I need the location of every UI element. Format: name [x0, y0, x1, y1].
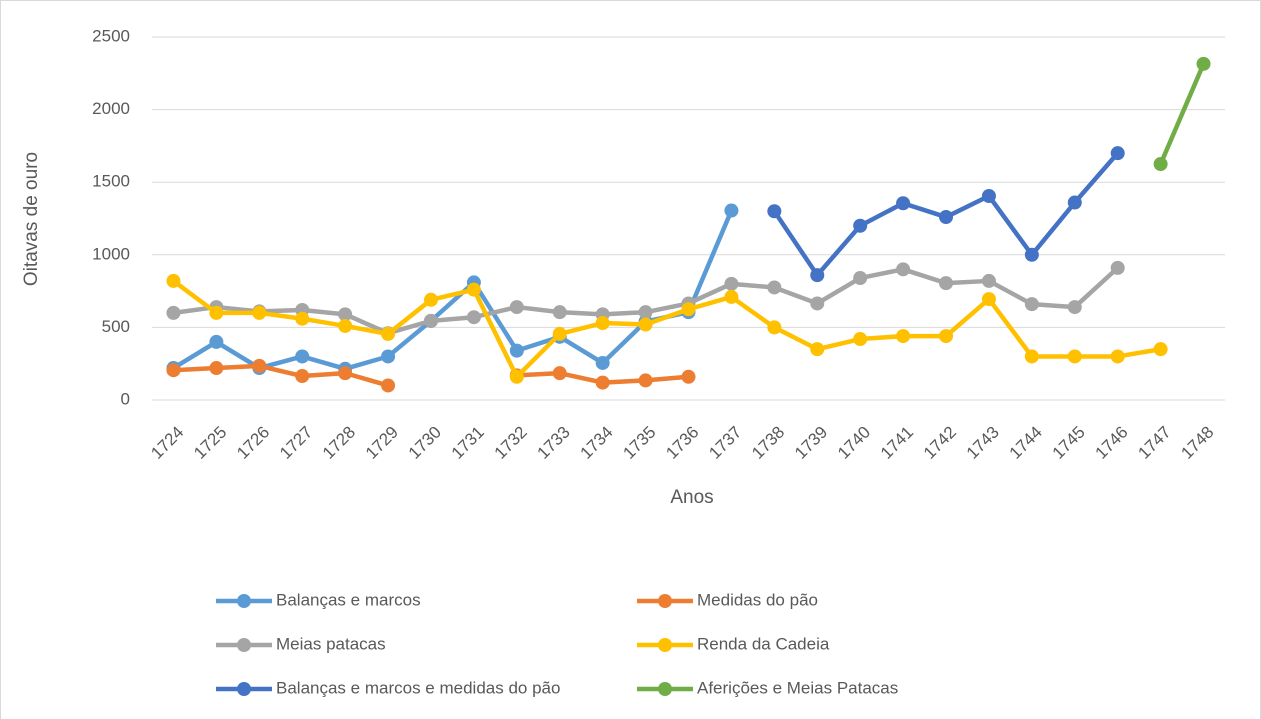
- point: [423, 313, 438, 328]
- point: [1153, 342, 1168, 357]
- point: [595, 316, 610, 331]
- point: [166, 363, 181, 378]
- point: [209, 334, 224, 349]
- point: [1067, 195, 1082, 210]
- point: [767, 280, 782, 295]
- point: [1067, 349, 1082, 364]
- point: [338, 366, 353, 381]
- point: [552, 366, 567, 381]
- point: [252, 358, 267, 373]
- legend-label: Medidas do pão: [697, 590, 818, 609]
- point: [767, 320, 782, 335]
- point: [1110, 349, 1125, 364]
- point: [1153, 157, 1168, 172]
- y-axis-title: Oitavas de ouro: [21, 152, 42, 286]
- point: [1196, 56, 1211, 71]
- point: [896, 196, 911, 211]
- point: [552, 326, 567, 341]
- point: [338, 318, 353, 333]
- point: [853, 218, 868, 233]
- y-tick-label: 0: [121, 389, 130, 408]
- point: [810, 342, 825, 357]
- point: [466, 282, 481, 297]
- legend-label: Renda da Cadeia: [697, 634, 830, 653]
- point: [1024, 349, 1039, 364]
- legend-marker: [237, 594, 251, 608]
- point: [1024, 247, 1039, 262]
- point: [509, 369, 524, 384]
- point: [724, 276, 739, 291]
- legend-label: Balanças e marcos: [276, 590, 421, 609]
- y-tick-label: 1500: [92, 172, 130, 191]
- point: [381, 349, 396, 364]
- point: [595, 355, 610, 370]
- legend-marker: [658, 638, 672, 652]
- point: [638, 373, 653, 388]
- legend-label: Meias patacas: [276, 634, 386, 653]
- point: [767, 204, 782, 219]
- legend-marker: [237, 682, 251, 696]
- point: [681, 302, 696, 317]
- point: [638, 317, 653, 332]
- point: [724, 203, 739, 218]
- point: [1110, 146, 1125, 161]
- point: [166, 273, 181, 288]
- point: [939, 210, 954, 225]
- y-tick-label: 500: [102, 317, 130, 336]
- point: [466, 310, 481, 325]
- point: [896, 329, 911, 344]
- point: [552, 305, 567, 320]
- legend-marker: [237, 638, 251, 652]
- point: [338, 307, 353, 322]
- legend-marker: [658, 682, 672, 696]
- point: [853, 271, 868, 286]
- point: [810, 296, 825, 311]
- point: [381, 378, 396, 393]
- series-line: [1158, 62, 1206, 165]
- point: [939, 276, 954, 291]
- point: [509, 343, 524, 358]
- point: [981, 188, 996, 203]
- legend-marker: [658, 594, 672, 608]
- point: [166, 305, 181, 320]
- legend-label: Aferições e Meias Patacas: [697, 678, 898, 697]
- y-tick-label: 2500: [92, 26, 130, 45]
- point: [295, 349, 310, 364]
- point: [638, 305, 653, 320]
- point: [810, 268, 825, 283]
- point: [1067, 300, 1082, 315]
- point: [981, 273, 996, 288]
- x-axis-title: Anos: [670, 487, 713, 508]
- point: [423, 292, 438, 307]
- series-line: [172, 279, 1161, 380]
- point: [724, 289, 739, 304]
- point: [896, 262, 911, 277]
- point: [295, 311, 310, 326]
- y-tick-label: 1000: [92, 244, 130, 263]
- point: [509, 300, 524, 315]
- point: [1110, 260, 1125, 275]
- point: [209, 305, 224, 320]
- point: [1024, 297, 1039, 312]
- point: [595, 375, 610, 390]
- point: [295, 369, 310, 384]
- point: [981, 292, 996, 307]
- y-tick-label: 2000: [92, 99, 130, 118]
- point: [252, 305, 267, 320]
- point: [209, 361, 224, 376]
- legend-label: Balanças e marcos e medidas do pão: [276, 678, 560, 697]
- point: [681, 369, 696, 384]
- point: [381, 326, 396, 341]
- point: [939, 329, 954, 344]
- point: [853, 332, 868, 347]
